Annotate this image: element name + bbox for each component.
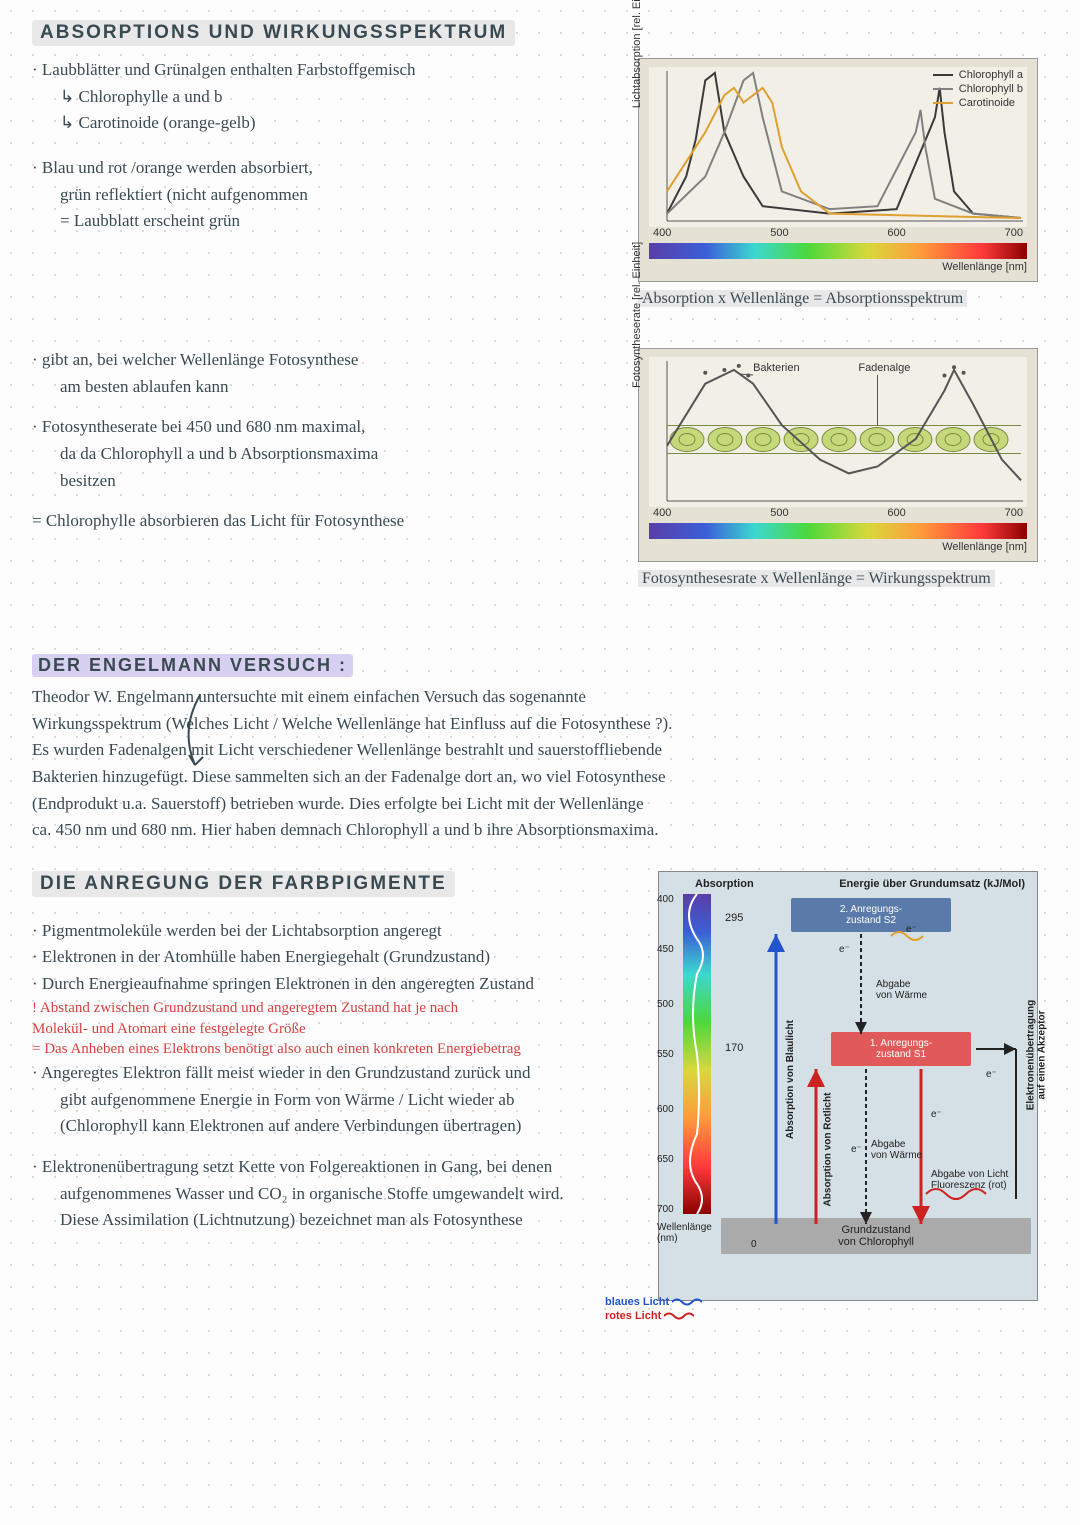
eminus-label: e⁻ [851, 1144, 862, 1155]
note-line: · Blau und rot /orange werden absorbiert… [32, 156, 618, 181]
eminus-label: e⁻ [906, 924, 917, 935]
heading-anregung: DIE ANREGUNG DER FARBPIGMENTE [32, 871, 455, 897]
wl-label: Wellenlänge (nm) [657, 1222, 712, 1244]
note-line: · Laubblätter und Grünalgen enthalten Fa… [32, 58, 618, 83]
note-line: gibt aufgenommene Energie in Form von Wä… [32, 1088, 638, 1113]
svg-text:Bakterien: Bakterien [753, 362, 799, 374]
note-line: · Elektronen in der Atomhülle haben Ener… [32, 945, 638, 970]
note-line: · Angeregtes Elektron fällt meist wieder… [32, 1061, 638, 1086]
x-ticks: 400 500 600 700 [649, 227, 1027, 239]
abgabe-label: Abgabe von Wärme [871, 1139, 922, 1161]
note-line: (Endprodukt u.a. Sauerstoff) betrieben w… [32, 792, 1048, 817]
row-absorption: · Laubblätter und Grünalgen enthalten Fa… [32, 58, 1048, 308]
tick: 400 [653, 227, 671, 239]
note-line: ↳ Chlorophylle a und b [32, 85, 618, 110]
legend-label: Chlorophyll b [959, 83, 1023, 95]
wave-icon [672, 1297, 702, 1307]
notes-absorption: · Laubblätter und Grünalgen enthalten Fa… [32, 58, 618, 308]
wave-icon [664, 1311, 694, 1321]
note-line: (Chlorophyll kann Elektronen auf andere … [32, 1114, 638, 1139]
wl-tick: 700 [657, 1204, 674, 1215]
note-line: · Fotosyntheserate bei 450 und 680 nm ma… [32, 415, 618, 440]
note-line: = Laubblatt erscheint grün [32, 209, 618, 234]
note-line-red: Molekül- und Atomart eine festgelegte Gr… [32, 1020, 638, 1039]
y-axis-label: Fotosyntheserate [rel. Einheit] [631, 242, 643, 388]
heading-engelmann: DER ENGELMANN VERSUCH : [32, 654, 353, 677]
chart-absorption: Lichtabsorption [rel. Einheit] Chlorophy… [638, 58, 1038, 282]
notes-wirkung: · gibt an, bei welcher Wellenlänge Fotos… [32, 348, 618, 588]
ed-main: 295 170 2. Anregungs- zustand S2 1. Anre… [721, 894, 1031, 1254]
energy-diagram-container: Absorption Energie über Grundumsatz (kJ/… [658, 871, 1048, 1301]
ed-wavelength-column: 400 450 500 550 600 650 700 Wellenlänge … [665, 894, 715, 1254]
wl-tick: 450 [657, 944, 674, 955]
wl-tick: 600 [657, 1104, 674, 1115]
chart-wirkung: Fotosyntheserate [rel. Einheit] Bakterie… [638, 348, 1038, 562]
note-line: · gibt an, bei welcher Wellenlänge Fotos… [32, 348, 618, 373]
note-line: · Elektronenübertragung setzt Kette von … [32, 1155, 638, 1180]
tick: 700 [1005, 227, 1023, 239]
x-ticks: 400 500 600 700 [649, 507, 1027, 519]
tick: 400 [653, 507, 671, 519]
chart-wirkung-svg: Bakterien Fadenalge [649, 357, 1027, 507]
ed-title-right: Energie über Grundumsatz (kJ/Mol) [839, 878, 1025, 890]
note-line: ca. 450 nm und 680 nm. Hier haben demnac… [32, 818, 1048, 843]
chart-legend: Chlorophyll a Chlorophyll b Carotinoide [933, 69, 1023, 111]
abgabe-label: Abgabe von Wärme [876, 979, 927, 1001]
wl-tick: 500 [657, 999, 674, 1010]
tick: 500 [770, 507, 788, 519]
row-wirkung: · gibt an, bei welcher Wellenlänge Fotos… [32, 348, 1048, 588]
note-line: am besten ablaufen kann [32, 375, 618, 400]
row-anregung: DIE ANREGUNG DER FARBPIGMENTE · Pigmentm… [32, 871, 1048, 1301]
x-axis-label: Wellenlänge [nm] [649, 261, 1027, 273]
x-axis-label: Wellenlänge [nm] [649, 541, 1027, 553]
wl-tick: 550 [657, 1049, 674, 1060]
note-line: da da Chlorophyll a und b Absorptionsmax… [32, 442, 618, 467]
red-light-label: rotes Licht [605, 1310, 661, 1322]
ed-title-left: Absorption [695, 878, 754, 890]
energy-diagram: Absorption Energie über Grundumsatz (kJ/… [658, 871, 1038, 1301]
tick: 600 [887, 227, 905, 239]
note-line-red: = Das Anheben eines Elektrons benötigt a… [32, 1040, 638, 1059]
caption-absorption: Absorption x Wellenlänge = Absorptionssp… [638, 290, 1048, 308]
note-line-red: ! Abstand zwischen Grundzustand und ange… [32, 999, 638, 1018]
note-line: = Chlorophylle absorbieren das Licht für… [32, 509, 618, 534]
wl-tick: 400 [657, 894, 674, 905]
note-line: Diese Assimilation (Lichtnutzung) bezeic… [32, 1208, 638, 1233]
arrow-down-icon [160, 690, 240, 780]
notes-anregung: DIE ANREGUNG DER FARBPIGMENTE · Pigmentm… [32, 871, 638, 1301]
eminus-label: e⁻ [839, 944, 850, 955]
legend-label: Carotinoide [959, 97, 1015, 109]
wl-tick: 650 [657, 1154, 674, 1165]
tick: 700 [1005, 507, 1023, 519]
light-legend: blaues Licht rotes Licht [605, 1296, 702, 1322]
spectrum-bar [649, 243, 1027, 259]
fluor-label: Abgabe von Licht Fluoreszenz (rot) [931, 1169, 1008, 1191]
note-line: · Durch Energieaufnahme springen Elektro… [32, 972, 638, 997]
tick: 500 [770, 227, 788, 239]
energy-arrows [721, 894, 1031, 1254]
blue-light-label: blaues Licht [605, 1296, 669, 1308]
zero-label: 0 [751, 1239, 757, 1250]
svg-text:Fadenalge: Fadenalge [858, 362, 910, 374]
chart-wirkung-container: Fotosyntheserate [rel. Einheit] Bakterie… [638, 348, 1048, 588]
eminus-label: e⁻ [986, 1069, 997, 1080]
eminus-label: e⁻ [931, 1109, 942, 1120]
y-axis-label: Lichtabsorption [rel. Einheit] [631, 0, 643, 108]
absorption-curve-icon [679, 894, 715, 1214]
caption-wirkung: Fotosynthesesrate x Wellenlänge = Wirkun… [638, 570, 1048, 588]
note-line: grün reflektiert (nicht aufgenommen [32, 183, 618, 208]
tick: 600 [887, 507, 905, 519]
chart-absorption-container: Lichtabsorption [rel. Einheit] Chlorophy… [638, 58, 1048, 308]
legend-label: Chlorophyll a [959, 69, 1023, 81]
heading-main: ABSORPTIONS UND WIRKUNGSSPEKTRUM [32, 20, 515, 46]
note-line: ↳ Carotinoide (orange-gelb) [32, 111, 618, 136]
spectrum-bar [649, 523, 1027, 539]
note-line: · Pigmentmoleküle werden bei der Lichtab… [32, 919, 638, 944]
note-line: besitzen [32, 469, 618, 494]
note-line: aufgenommenes Wasser und CO₂ in organisc… [32, 1182, 638, 1207]
